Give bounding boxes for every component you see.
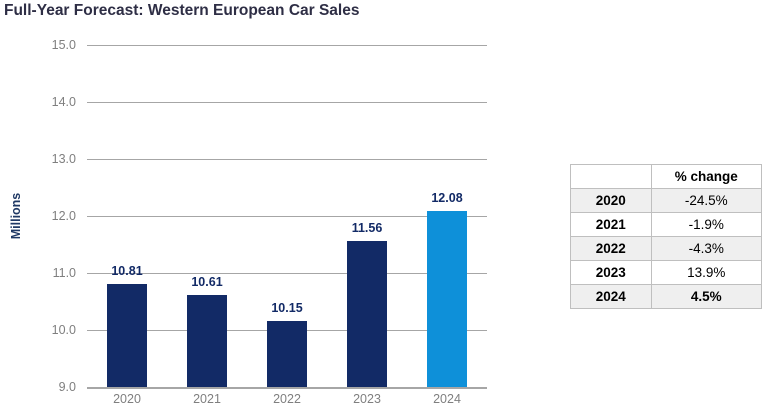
table-row-2023: 2023 13.9% (570, 260, 762, 285)
table-row-2024: 2024 4.5% (570, 284, 762, 309)
table-change-2022: -4.3% (650, 236, 762, 261)
chart-title: Full-Year Forecast: Western European Car… (4, 2, 360, 19)
bar-2020 (107, 283, 147, 387)
bar-value-label-2023: 11.56 (351, 221, 383, 236)
bar-2024 (427, 211, 467, 387)
gridline-15.0 (87, 45, 487, 46)
table-change-2023: 13.9% (650, 260, 762, 285)
gridline-14.0 (87, 102, 487, 103)
x-tick-2021: 2021 (193, 392, 221, 406)
table-header-pct-change: % change (650, 164, 762, 189)
table-row-2021: 2021 -1.9% (570, 212, 762, 237)
x-tick-2024: 2024 (433, 392, 461, 406)
table-year-2024: 2024 (570, 284, 652, 309)
table-year-2023: 2023 (570, 260, 652, 285)
plot-area: 10.81 10.61 10.15 11.56 12.08 (87, 45, 487, 389)
table-year-2022: 2022 (570, 236, 652, 261)
table-year-2020: 2020 (570, 188, 652, 213)
bar-value-label-2020: 10.81 (111, 263, 143, 278)
y-tick-12.0: 12.0 (51, 209, 76, 223)
table-row-2022: 2022 -4.3% (570, 236, 762, 261)
table-header-empty (570, 164, 652, 189)
bar-2021 (187, 295, 227, 387)
pct-change-table: % change 2020 -24.5% 2021 -1.9% 2022 -4.3% 202… (570, 164, 762, 309)
gridline-9.0 (87, 387, 487, 389)
table-header-row: % change (570, 164, 762, 189)
y-tick-10.0: 10.0 (51, 323, 76, 337)
y-tick-15.0: 15.0 (51, 38, 76, 52)
table-row-2020: 2020 -24.5% (570, 188, 762, 213)
x-tick-2023: 2023 (353, 392, 381, 406)
gridline-13.0 (87, 159, 487, 160)
y-tick-13.0: 13.0 (51, 152, 76, 166)
bar-2023 (347, 241, 387, 387)
bar-value-label-2021: 10.61 (191, 275, 223, 290)
bar-value-label-2022: 10.15 (271, 301, 303, 316)
y-tick-11.0: 11.0 (52, 266, 76, 280)
table-change-2021: -1.9% (650, 212, 762, 237)
table-change-2020: -24.5% (650, 188, 762, 213)
y-tick-14.0: 14.0 (51, 95, 76, 109)
y-tick-9.0: 9.0 (58, 380, 76, 394)
table-year-2021: 2021 (570, 212, 652, 237)
bar-2022 (267, 321, 307, 387)
x-tick-2020: 2020 (113, 392, 141, 406)
gridline-11.0 (87, 273, 487, 274)
bar-value-label-2024: 12.08 (431, 191, 463, 206)
table-change-2024: 4.5% (650, 284, 762, 309)
x-tick-2022: 2022 (273, 392, 301, 406)
gridline-12.0 (87, 216, 487, 217)
